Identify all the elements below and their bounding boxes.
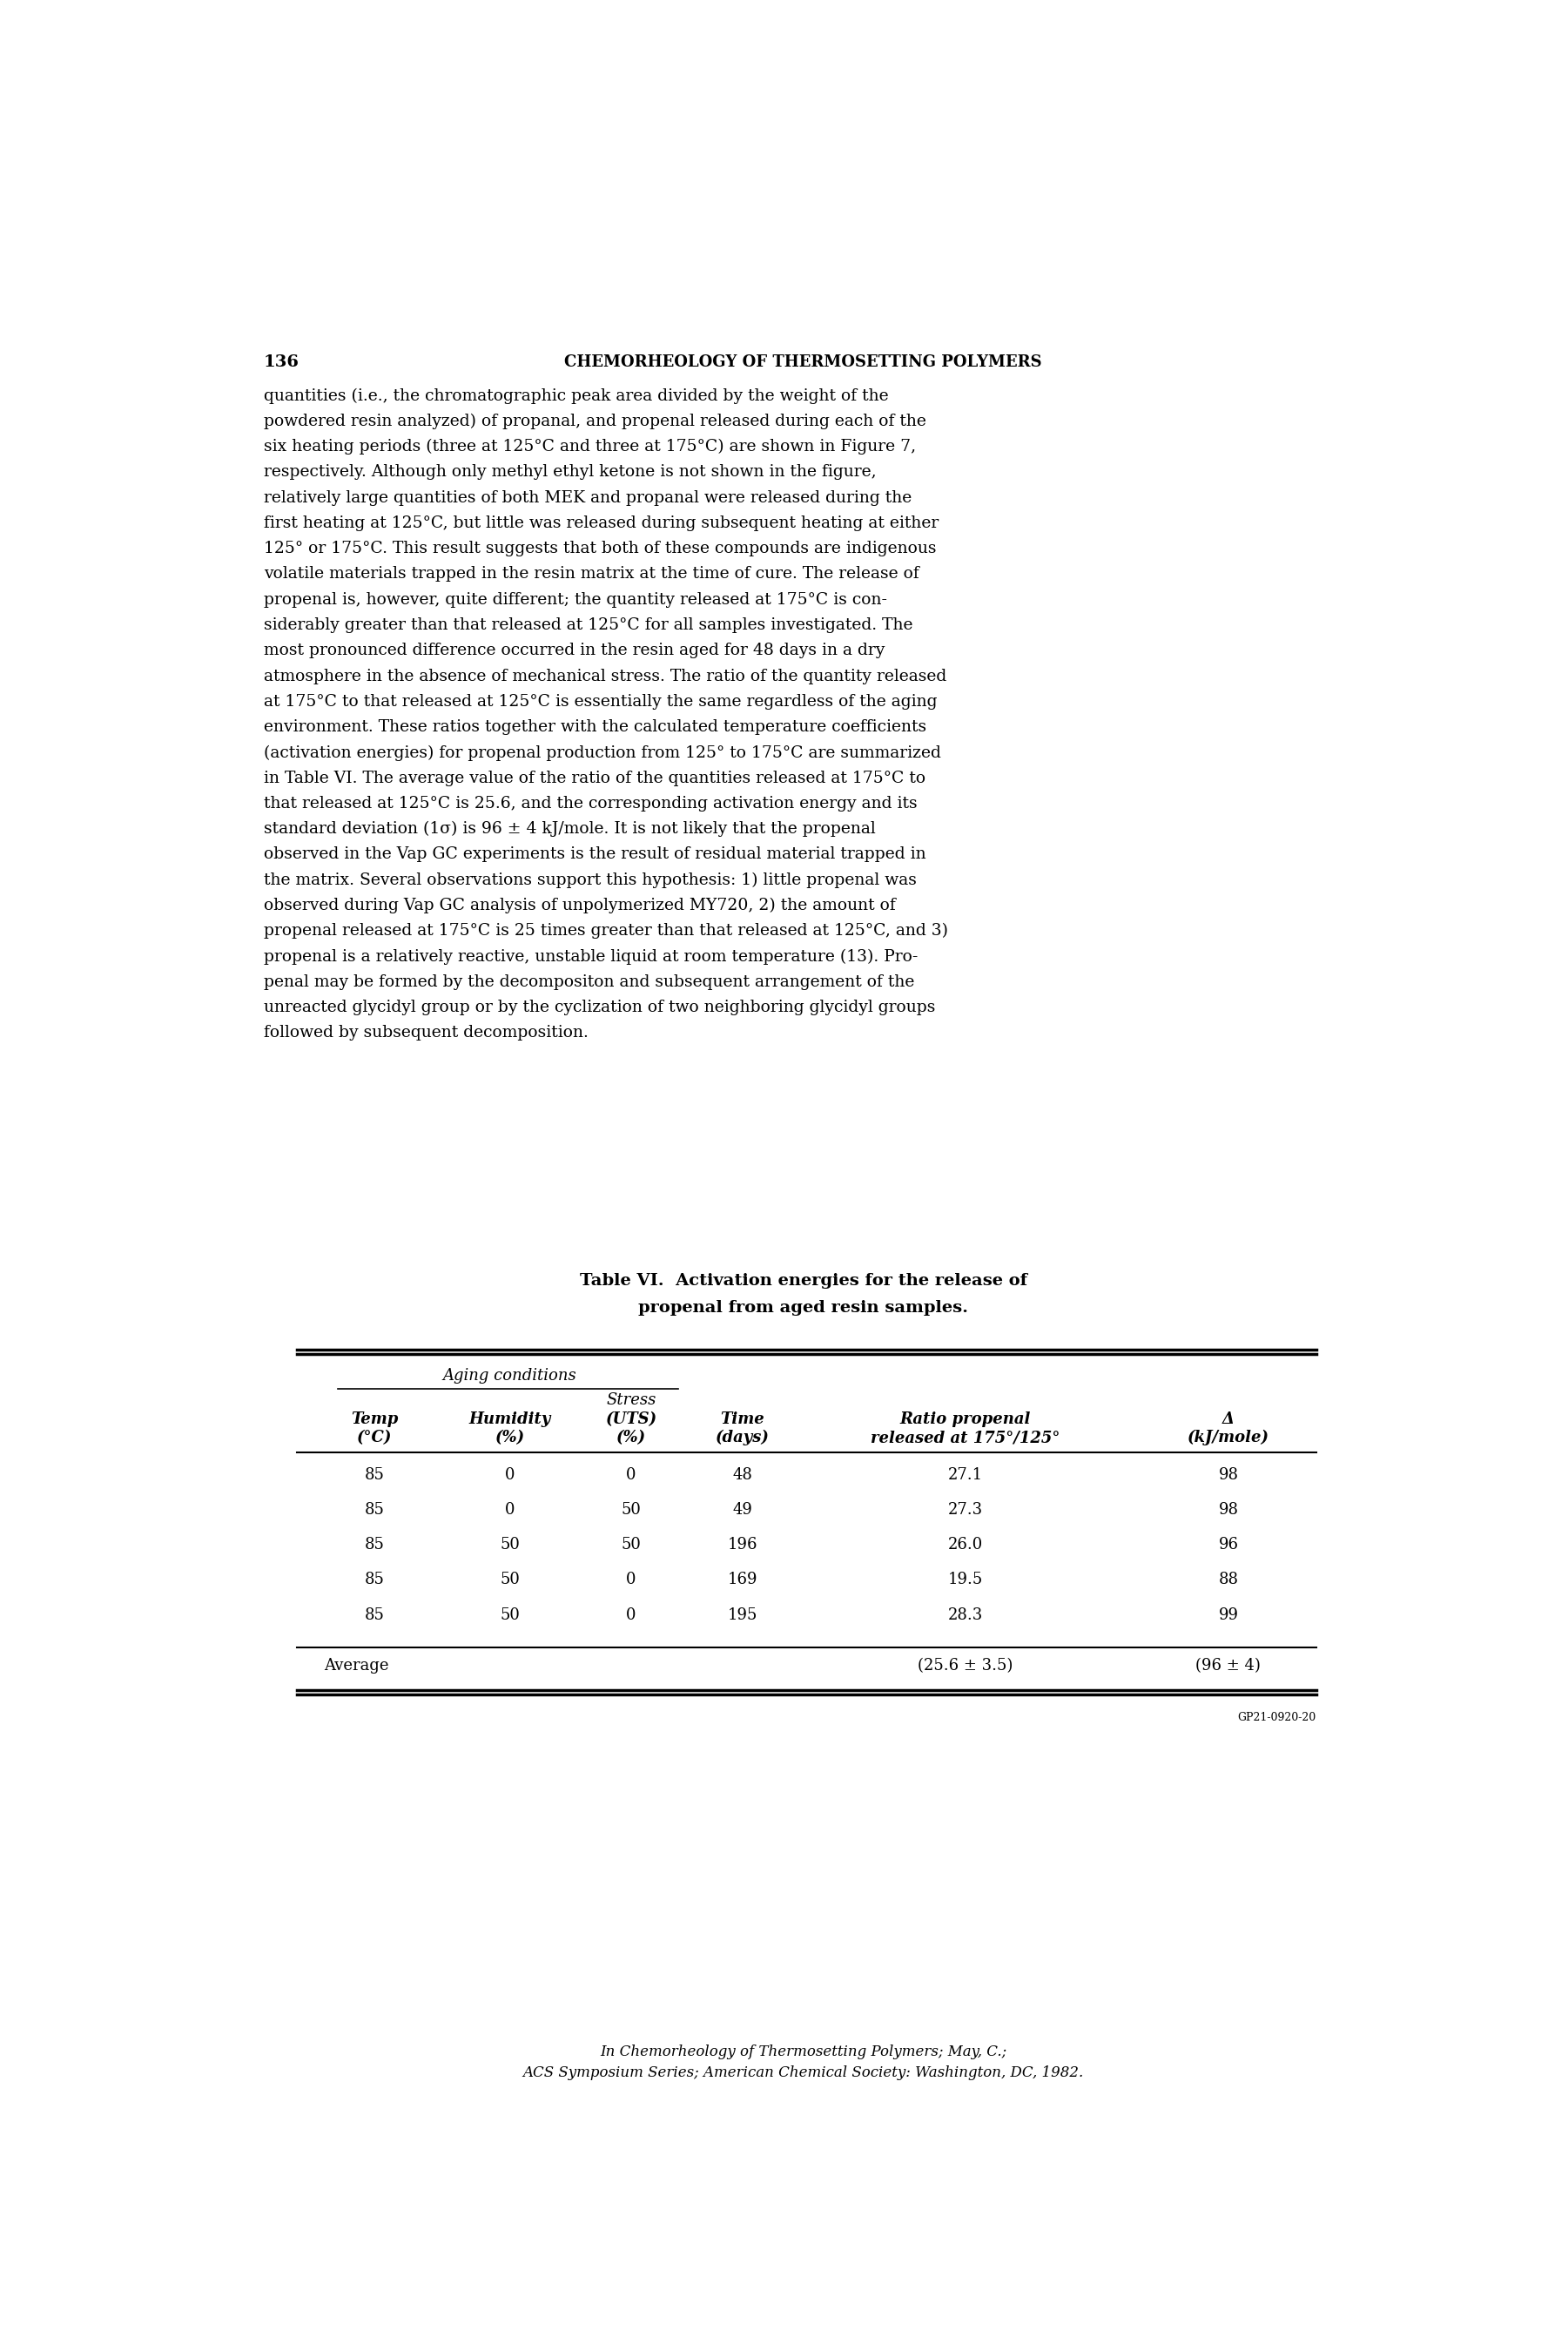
Text: 0: 0 [626,1573,637,1587]
Text: 50: 50 [500,1538,519,1554]
Text: propenal released at 175°C is 25 times greater than that released at 125°C, and : propenal released at 175°C is 25 times g… [263,924,947,938]
Text: standard deviation (1σ) is 96 ± 4 kJ/mole. It is not likely that the propenal: standard deviation (1σ) is 96 ± 4 kJ/mol… [263,820,875,837]
Text: Time: Time [720,1411,765,1427]
Text: released at 175°/125°: released at 175°/125° [870,1429,1060,1446]
Text: at 175°C to that released at 125°C is essentially the same regardless of the agi: at 175°C to that released at 125°C is es… [263,694,938,710]
Text: unreacted glycidyl group or by the cyclization of two neighboring glycidyl group: unreacted glycidyl group or by the cycli… [263,999,935,1016]
Text: 169: 169 [728,1573,757,1587]
Text: that released at 125°C is 25.6, and the corresponding activation energy and its: that released at 125°C is 25.6, and the … [263,795,917,811]
Text: Temp: Temp [351,1411,398,1427]
Text: 85: 85 [365,1538,384,1554]
Text: volatile materials trapped in the resin matrix at the time of cure. The release : volatile materials trapped in the resin … [263,567,919,583]
Text: most pronounced difference occurred in the resin aged for 48 days in a dry: most pronounced difference occurred in t… [263,642,884,658]
Text: 27.3: 27.3 [947,1502,983,1519]
Text: ACS Symposium Series; American Chemical Society: Washington, DC, 1982.: ACS Symposium Series; American Chemical … [522,2067,1083,2081]
Text: 48: 48 [732,1467,753,1483]
Text: propenal is, however, quite different; the quantity released at 175°C is con-: propenal is, however, quite different; t… [263,592,887,607]
Text: (25.6 ± 3.5): (25.6 ± 3.5) [917,1657,1013,1674]
Text: Table VI.  Activation energies for the release of: Table VI. Activation energies for the re… [580,1274,1027,1288]
Text: 26.0: 26.0 [947,1538,983,1554]
Text: 50: 50 [621,1538,641,1554]
Text: Stress: Stress [607,1392,655,1408]
Text: in Table VI. The average value of the ratio of the quantities released at 175°C : in Table VI. The average value of the ra… [263,771,925,785]
Text: first heating at 125°C, but little was released during subsequent heating at eit: first heating at 125°C, but little was r… [263,515,938,531]
Text: relatively large quantities of both MEK and propanal were released during the: relatively large quantities of both MEK … [263,489,911,505]
Text: (kJ/mole): (kJ/mole) [1187,1429,1269,1446]
Text: 85: 85 [365,1608,384,1622]
Text: observed in the Vap GC experiments is the result of residual material trapped in: observed in the Vap GC experiments is th… [263,846,925,863]
Text: 28.3: 28.3 [947,1608,983,1622]
Text: observed during Vap GC analysis of unpolymerized MY720, 2) the amount of: observed during Vap GC analysis of unpol… [263,898,895,915]
Text: 85: 85 [365,1467,384,1483]
Text: 85: 85 [365,1573,384,1587]
Text: CHEMORHEOLOGY OF THERMOSETTING POLYMERS: CHEMORHEOLOGY OF THERMOSETTING POLYMERS [564,355,1043,369]
Text: 85: 85 [365,1502,384,1519]
Text: 0: 0 [626,1608,637,1622]
Text: siderably greater than that released at 125°C for all samples investigated. The: siderably greater than that released at … [263,618,913,632]
Text: 0: 0 [505,1502,514,1519]
Text: 98: 98 [1218,1502,1239,1519]
Text: 196: 196 [728,1538,757,1554]
Text: 50: 50 [621,1502,641,1519]
Text: 88: 88 [1218,1573,1239,1587]
Text: powdered resin analyzed) of propanal, and propenal released during each of the: powdered resin analyzed) of propanal, an… [263,414,927,430]
Text: the matrix. Several observations support this hypothesis: 1) little propenal was: the matrix. Several observations support… [263,872,916,889]
Text: (days): (days) [715,1429,770,1446]
Text: 98: 98 [1218,1467,1239,1483]
Text: Δ: Δ [1221,1411,1234,1427]
Text: 195: 195 [728,1608,757,1622]
Text: respectively. Although only methyl ethyl ketone is not shown in the figure,: respectively. Although only methyl ethyl… [263,465,877,480]
Text: 19.5: 19.5 [947,1573,983,1587]
Text: 49: 49 [732,1502,753,1519]
Text: 0: 0 [505,1467,514,1483]
Text: quantities (i.e., the chromatographic peak area divided by the weight of the: quantities (i.e., the chromatographic pe… [263,388,887,404]
Text: In Chemorheology of Thermosetting Polymers; May, C.;: In Chemorheology of Thermosetting Polyme… [601,2043,1007,2059]
Text: Aging conditions: Aging conditions [442,1368,577,1385]
Text: 125° or 175°C. This result suggests that both of these compounds are indigenous: 125° or 175°C. This result suggests that… [263,541,936,557]
Text: (°C): (°C) [358,1429,392,1446]
Text: 27.1: 27.1 [947,1467,983,1483]
Text: 50: 50 [500,1573,519,1587]
Text: propenal is a relatively reactive, unstable liquid at room temperature (13). Pro: propenal is a relatively reactive, unsta… [263,947,917,964]
Text: followed by subsequent decomposition.: followed by subsequent decomposition. [263,1025,588,1041]
Text: (96 ± 4): (96 ± 4) [1196,1657,1261,1674]
Text: GP21-0920-20: GP21-0920-20 [1237,1712,1316,1723]
Text: six heating periods (three at 125°C and three at 175°C) are shown in Figure 7,: six heating periods (three at 125°C and … [263,440,916,454]
Text: (%): (%) [495,1429,525,1446]
Text: 50: 50 [500,1608,519,1622]
Text: Average: Average [325,1657,389,1674]
Text: Humidity: Humidity [469,1411,550,1427]
Text: environment. These ratios together with the calculated temperature coefficients: environment. These ratios together with … [263,719,927,736]
Text: (%): (%) [616,1429,646,1446]
Text: 0: 0 [626,1467,637,1483]
Text: (activation energies) for propenal production from 125° to 175°C are summarized: (activation energies) for propenal produ… [263,745,941,762]
Text: 136: 136 [263,355,299,369]
Text: Ratio propenal: Ratio propenal [900,1411,1030,1427]
Text: atmosphere in the absence of mechanical stress. The ratio of the quantity releas: atmosphere in the absence of mechanical … [263,668,946,684]
Text: 96: 96 [1218,1538,1239,1554]
Text: (UTS): (UTS) [605,1411,657,1427]
Text: propenal from aged resin samples.: propenal from aged resin samples. [638,1300,969,1317]
Text: penal may be formed by the decompositon and subsequent arrangement of the: penal may be formed by the decompositon … [263,973,914,990]
Text: 99: 99 [1218,1608,1239,1622]
